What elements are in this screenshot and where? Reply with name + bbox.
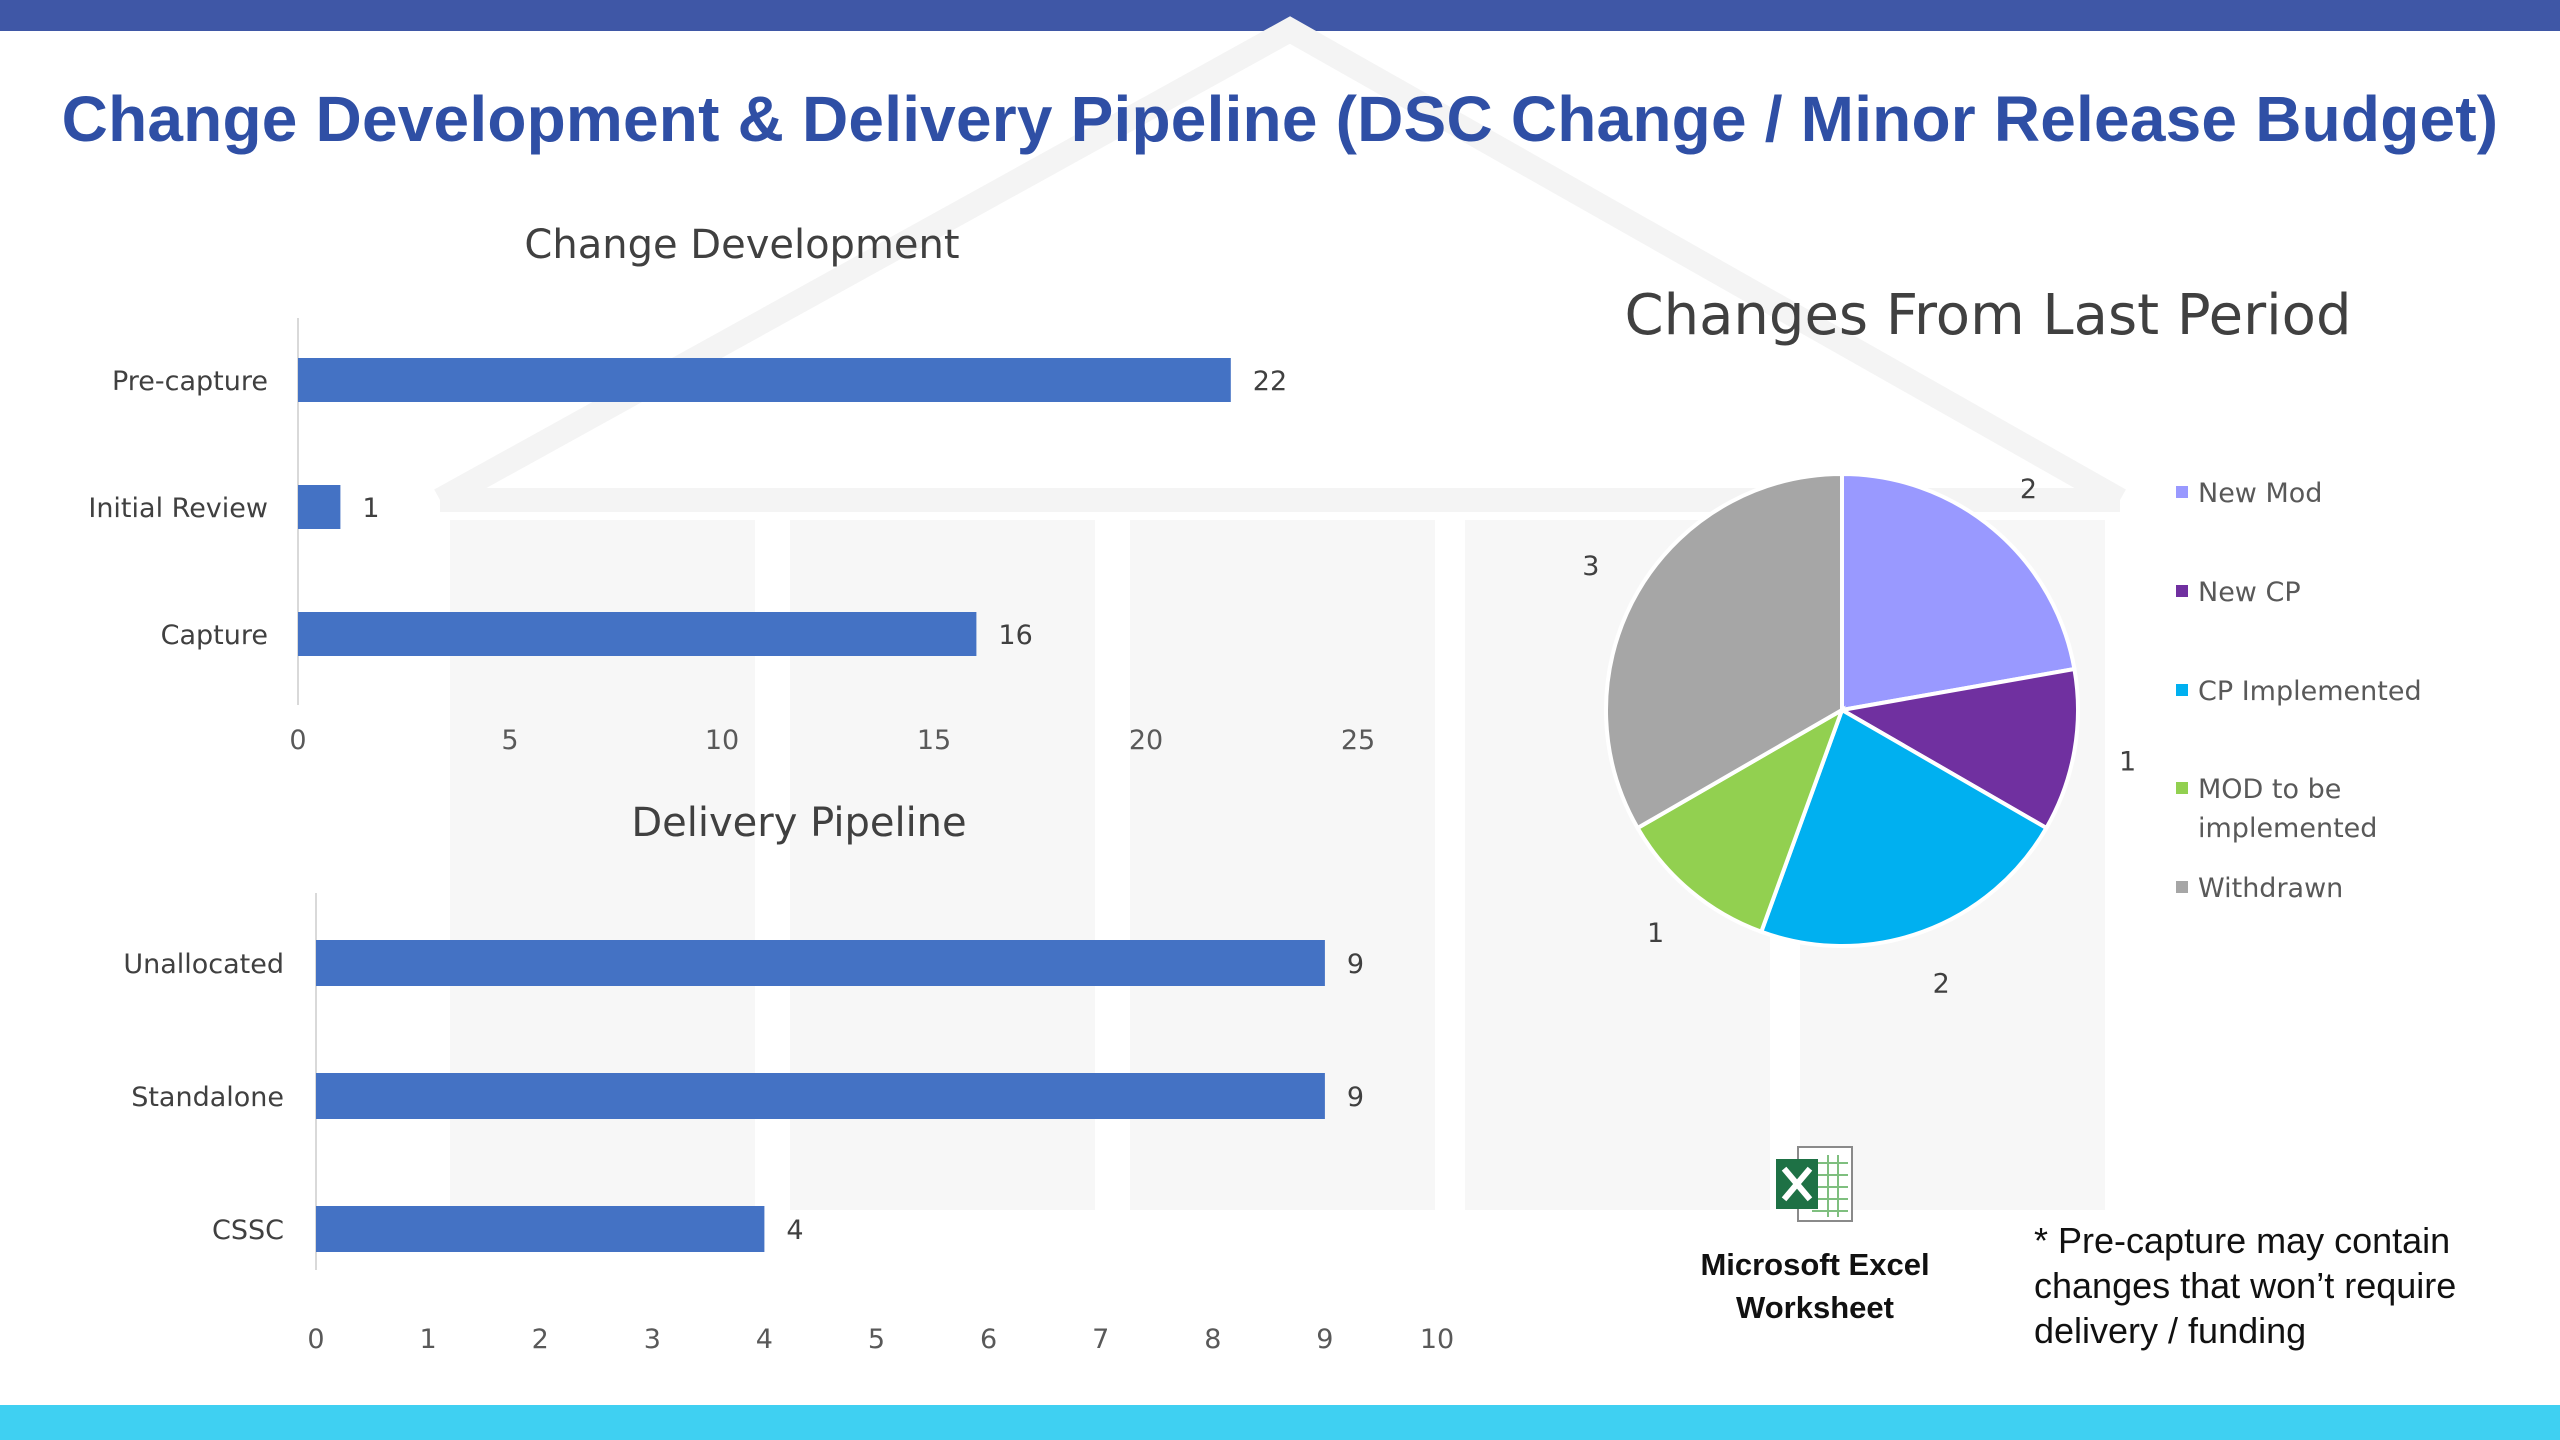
x-tick-label: 6 [980, 1324, 997, 1355]
bar [316, 1206, 765, 1252]
slide-title: Change Development & Delivery Pipeline (… [61, 83, 2499, 155]
x-tick-label: 20 [1129, 725, 1163, 756]
legend-label: Withdrawn [2198, 873, 2343, 904]
slice-data-label: 2 [2020, 474, 2037, 505]
bar [316, 940, 1325, 986]
slice-data-label: 1 [1647, 918, 1664, 949]
category-label: CSSC [212, 1215, 284, 1246]
chart-title: Delivery Pipeline [631, 800, 966, 846]
x-tick-label: 15 [917, 725, 951, 756]
legend-label: New Mod [2198, 478, 2322, 509]
chart-title: Changes From Last Period [1625, 283, 2352, 348]
pie-slice [1836, 666, 2080, 831]
bar [298, 358, 1231, 402]
data-label: 4 [786, 1215, 803, 1246]
x-tick-label: 10 [705, 725, 739, 756]
pie-slice [1758, 707, 2050, 948]
x-tick-label: 1 [420, 1324, 437, 1355]
x-tick-label: 10 [1420, 1324, 1454, 1355]
excel-label-line1: Microsoft Excel [1700, 1247, 1930, 1282]
pie-slice [1840, 471, 2077, 713]
legend-swatch [2176, 881, 2188, 893]
legend-swatch [2176, 585, 2188, 597]
category-label: Pre-capture [112, 366, 268, 397]
pie-slice [1634, 705, 1846, 935]
excel-worksheet-icon[interactable] [1772, 1141, 1858, 1227]
legend-label: MOD to be implemented [2198, 774, 2377, 844]
x-tick-label: 5 [868, 1324, 885, 1355]
x-tick-label: 8 [1204, 1324, 1221, 1355]
excel-label-line2: Worksheet [1736, 1290, 1894, 1325]
excel-worksheet-label[interactable]: Microsoft Excel Worksheet [1670, 1243, 1960, 1329]
x-tick-label: 7 [1092, 1324, 1109, 1355]
x-tick-label: 3 [644, 1324, 661, 1355]
data-label: 9 [1347, 1082, 1364, 1113]
x-tick-label: 25 [1341, 725, 1375, 756]
slice-data-label: 3 [1582, 551, 1599, 582]
legend-swatch [2176, 486, 2188, 498]
bar [316, 1073, 1325, 1119]
x-tick-label: 5 [501, 725, 518, 756]
legend-swatch [2176, 782, 2188, 794]
x-tick-label: 0 [307, 1324, 324, 1355]
data-label: 9 [1347, 949, 1364, 980]
bottom-accent-bar [0, 1405, 2560, 1440]
data-label: 1 [362, 493, 379, 524]
data-label: 22 [1253, 366, 1287, 397]
category-label: Initial Review [88, 493, 268, 524]
chart-title: Change Development [524, 222, 959, 268]
category-label: Standalone [131, 1082, 284, 1113]
legend-label: CP Implemented [2198, 676, 2422, 707]
x-tick-label: 4 [756, 1324, 773, 1355]
legend-label: New CP [2198, 577, 2301, 608]
footnote-text: * Pre-capture may contain changes that w… [2034, 1220, 2457, 1351]
data-label: 16 [998, 620, 1032, 651]
bar [298, 612, 977, 656]
slice-data-label: 2 [1933, 969, 1950, 1000]
x-tick-label: 0 [289, 725, 306, 756]
x-tick-label: 9 [1316, 1324, 1333, 1355]
pie-slice [1604, 471, 1844, 831]
slice-data-label: 1 [2119, 746, 2136, 777]
bar [298, 485, 341, 529]
category-label: Capture [161, 620, 268, 651]
x-tick-label: 2 [532, 1324, 549, 1355]
legend-swatch [2176, 684, 2188, 696]
category-label: Unallocated [123, 949, 284, 980]
